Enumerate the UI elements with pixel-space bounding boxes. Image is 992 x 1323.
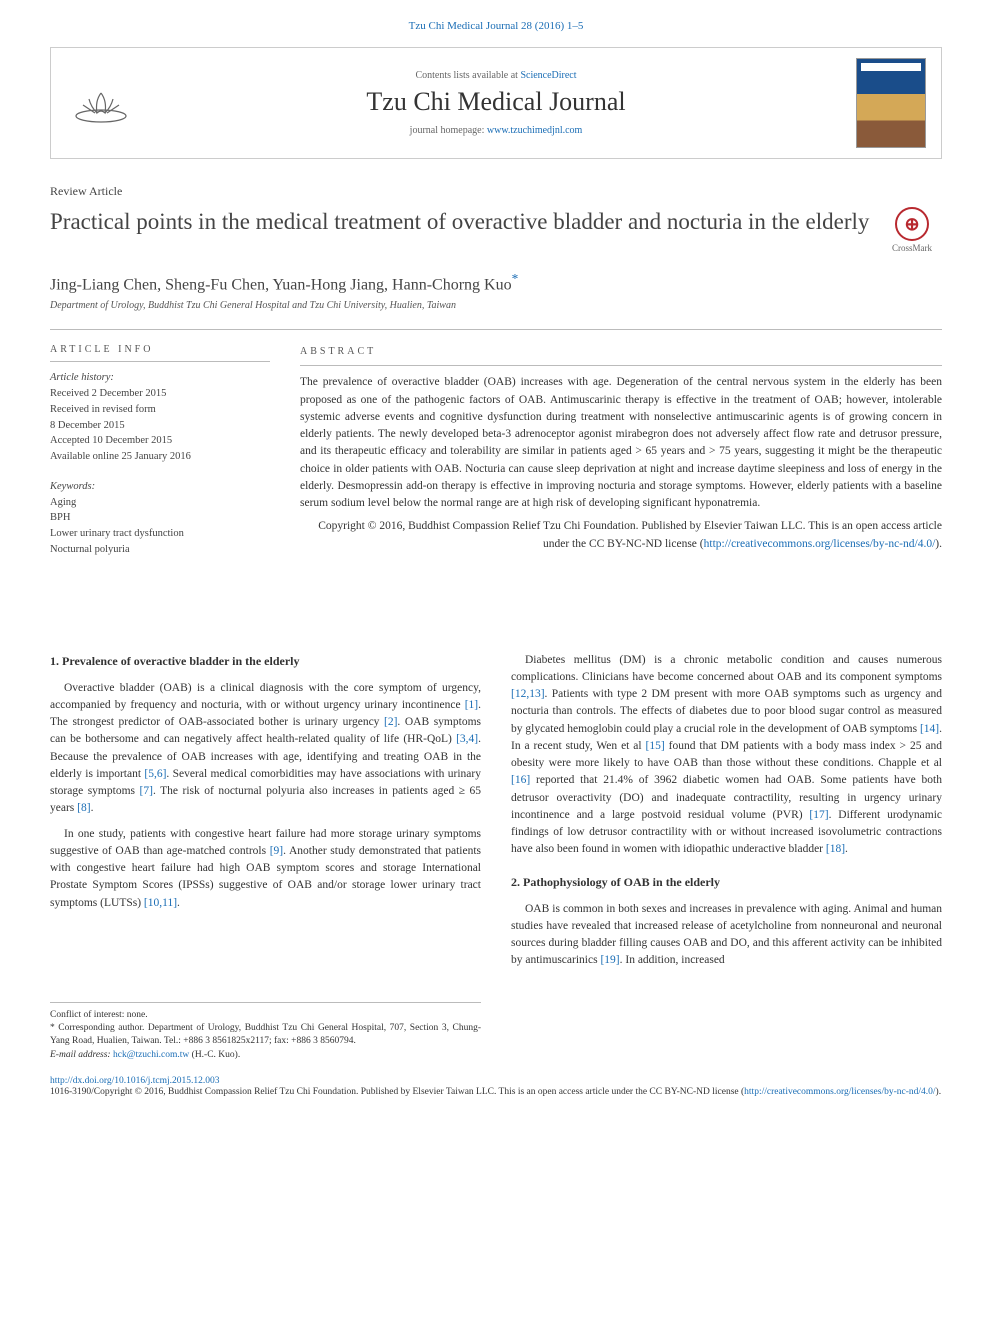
author-list: Jing-Liang Chen, Sheng-Fu Chen, Yuan-Hon… bbox=[50, 271, 942, 294]
history-label: Article history: bbox=[50, 370, 270, 386]
section-heading-1: 1. Prevalence of overactive bladder in t… bbox=[50, 652, 481, 670]
email-suffix: (H.-C. Kuo). bbox=[189, 1050, 240, 1060]
footnotes: Conflict of interest: none. * Correspond… bbox=[50, 1002, 481, 1062]
ref-link[interactable]: [17] bbox=[809, 809, 828, 821]
ref-link[interactable]: [12,13] bbox=[511, 688, 545, 700]
ref-link[interactable]: [3,4] bbox=[456, 733, 478, 745]
article-info-column: article info Article history: Received 2… bbox=[50, 344, 270, 571]
ref-link[interactable]: [8] bbox=[77, 802, 90, 814]
abstract-heading: abstract bbox=[300, 344, 942, 366]
ref-link[interactable]: [19] bbox=[600, 954, 619, 966]
contents-available-line: Contents lists available at ScienceDirec… bbox=[136, 70, 856, 81]
affiliation: Department of Urology, Buddhist Tzu Chi … bbox=[50, 300, 942, 311]
ref-link[interactable]: [9] bbox=[270, 845, 283, 857]
right-column: Diabetes mellitus (DM) is a chronic meta… bbox=[511, 652, 942, 1062]
footer-license-link[interactable]: http://creativecommons.org/licenses/by-n… bbox=[744, 1087, 935, 1097]
body-paragraph: Diabetes mellitus (DM) is a chronic meta… bbox=[511, 652, 942, 859]
left-column: 1. Prevalence of overactive bladder in t… bbox=[50, 652, 481, 1062]
contents-prefix: Contents lists available at bbox=[415, 70, 520, 81]
ref-link[interactable]: [1] bbox=[465, 699, 478, 711]
homepage-prefix: journal homepage: bbox=[410, 125, 487, 136]
keyword: BPH bbox=[50, 510, 270, 526]
author-names: Jing-Liang Chen, Sheng-Fu Chen, Yuan-Hon… bbox=[50, 276, 512, 293]
journal-header: Contents lists available at ScienceDirec… bbox=[50, 47, 942, 159]
abstract-text: The prevalence of overactive bladder (OA… bbox=[300, 374, 942, 512]
history-line: Available online 25 January 2016 bbox=[50, 449, 270, 465]
homepage-line: journal homepage: www.tzuchimedjnl.com bbox=[136, 125, 856, 136]
journal-name: Tzu Chi Medical Journal bbox=[136, 87, 856, 117]
doi-link[interactable]: http://dx.doi.org/10.1016/j.tcmj.2015.12… bbox=[50, 1076, 220, 1086]
keyword: Nocturnal polyuria bbox=[50, 542, 270, 558]
email-line: E-mail address: hck@tzuchi.com.tw (H.-C.… bbox=[50, 1049, 481, 1062]
history-line: Received in revised form bbox=[50, 402, 270, 418]
section-heading-2: 2. Pathophysiology of OAB in the elderly bbox=[511, 873, 942, 891]
history-line: 8 December 2015 bbox=[50, 418, 270, 434]
footer-copyright: 1016-3190/Copyright © 2016, Buddhist Com… bbox=[50, 1086, 942, 1099]
abstract-column: abstract The prevalence of overactive bl… bbox=[300, 344, 942, 571]
journal-reference: Tzu Chi Medical Journal 28 (2016) 1–5 bbox=[50, 20, 942, 32]
crossmark-badge[interactable]: ⊕ CrossMark bbox=[882, 207, 942, 257]
crossmark-label: CrossMark bbox=[892, 243, 932, 253]
abstract-copyright: Copyright © 2016, Buddhist Compassion Re… bbox=[300, 518, 942, 553]
body-text: 1. Prevalence of overactive bladder in t… bbox=[50, 652, 942, 1062]
journal-cover-thumbnail bbox=[856, 58, 926, 148]
article-info-heading: article info bbox=[50, 344, 270, 362]
ref-link[interactable]: [15] bbox=[646, 740, 665, 752]
keyword: Lower urinary tract dysfunction bbox=[50, 526, 270, 542]
keywords-label: Keywords: bbox=[50, 479, 270, 495]
sciencedirect-link[interactable]: ScienceDirect bbox=[520, 70, 576, 81]
footer-copy-prefix: 1016-3190/Copyright © 2016, Buddhist Com… bbox=[50, 1087, 744, 1097]
keyword: Aging bbox=[50, 495, 270, 511]
copyright-suffix: ). bbox=[935, 538, 942, 550]
body-paragraph: In one study, patients with congestive h… bbox=[50, 826, 481, 912]
corresponding-marker: * bbox=[512, 271, 519, 286]
conflict-of-interest: Conflict of interest: none. bbox=[50, 1009, 481, 1022]
ref-link[interactable]: [2] bbox=[384, 716, 397, 728]
crossmark-icon: ⊕ bbox=[895, 207, 929, 241]
ref-link[interactable]: [7] bbox=[140, 785, 153, 797]
ref-link[interactable]: [10,11] bbox=[144, 897, 177, 909]
article-type: Review Article bbox=[50, 184, 942, 199]
ref-link[interactable]: [18] bbox=[826, 843, 845, 855]
body-paragraph: OAB is common in both sexes and increase… bbox=[511, 901, 942, 970]
ref-link[interactable]: [16] bbox=[511, 774, 530, 786]
license-link[interactable]: http://creativecommons.org/licenses/by-n… bbox=[704, 538, 936, 550]
ref-link[interactable]: [5,6] bbox=[144, 768, 166, 780]
footer-copy-suffix: ). bbox=[936, 1087, 942, 1097]
ref-link[interactable]: [14] bbox=[920, 723, 939, 735]
email-link[interactable]: hck@tzuchi.com.tw bbox=[113, 1050, 189, 1060]
publisher-logo bbox=[66, 78, 136, 128]
history-line: Received 2 December 2015 bbox=[50, 386, 270, 402]
corresponding-author: * Corresponding author. Department of Ur… bbox=[50, 1022, 481, 1049]
homepage-link[interactable]: www.tzuchimedjnl.com bbox=[487, 125, 582, 136]
email-label: E-mail address: bbox=[50, 1050, 113, 1060]
article-title: Practical points in the medical treatmen… bbox=[50, 207, 882, 237]
body-paragraph: Overactive bladder (OAB) is a clinical d… bbox=[50, 680, 481, 818]
doi-line: http://dx.doi.org/10.1016/j.tcmj.2015.12… bbox=[50, 1076, 942, 1086]
history-line: Accepted 10 December 2015 bbox=[50, 433, 270, 449]
